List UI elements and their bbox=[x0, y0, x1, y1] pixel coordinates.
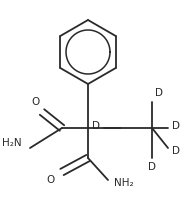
Text: O: O bbox=[47, 175, 55, 185]
Text: O: O bbox=[32, 97, 40, 107]
Text: D: D bbox=[155, 88, 163, 98]
Text: H₂N: H₂N bbox=[2, 138, 22, 148]
Text: D: D bbox=[172, 121, 180, 131]
Text: NH₂: NH₂ bbox=[114, 178, 134, 188]
Text: D: D bbox=[92, 121, 100, 131]
Text: D: D bbox=[148, 162, 156, 172]
Text: D: D bbox=[172, 146, 180, 156]
